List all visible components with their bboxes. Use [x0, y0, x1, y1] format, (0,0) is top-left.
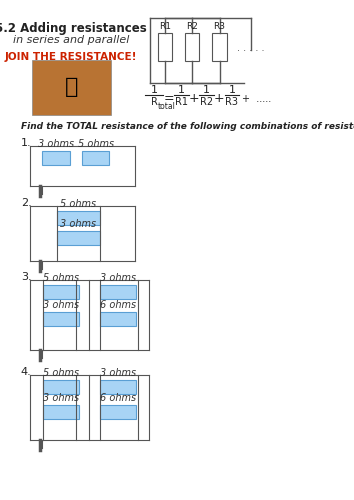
Text: +: + — [188, 92, 199, 106]
Text: +  .....: + ..... — [242, 94, 271, 104]
Text: 4.: 4. — [21, 367, 32, 377]
Text: 6 ohms: 6 ohms — [100, 300, 136, 310]
Text: 5 ohms: 5 ohms — [61, 199, 97, 209]
Bar — [158, 33, 172, 61]
FancyBboxPatch shape — [43, 405, 79, 419]
Text: R1: R1 — [175, 97, 188, 107]
Text: 5 ohms: 5 ohms — [78, 139, 114, 149]
Text: JOIN THE RESISTANCE!: JOIN THE RESISTANCE! — [5, 52, 137, 62]
Text: 1: 1 — [228, 85, 235, 95]
FancyBboxPatch shape — [100, 285, 136, 299]
Text: 6 ohms: 6 ohms — [100, 393, 136, 403]
Text: . . . . .: . . . . . — [237, 43, 264, 53]
Text: Find the TOTAL resistance of the following combinations of resistors;: Find the TOTAL resistance of the followi… — [21, 122, 354, 131]
Bar — [212, 33, 227, 61]
Text: R3: R3 — [213, 22, 225, 31]
Text: in series and parallel: in series and parallel — [13, 35, 130, 45]
Text: 5 ohms: 5 ohms — [43, 368, 79, 378]
Text: R3: R3 — [225, 97, 238, 107]
Text: 1.: 1. — [21, 138, 32, 148]
Text: 3 ohms: 3 ohms — [38, 139, 74, 149]
Bar — [32, 60, 111, 115]
Text: 3 ohms: 3 ohms — [43, 300, 79, 310]
FancyBboxPatch shape — [100, 312, 136, 326]
Text: 3 ohms: 3 ohms — [61, 219, 97, 229]
Text: total: total — [158, 102, 176, 111]
Text: 2.: 2. — [21, 198, 32, 208]
Text: 🔧: 🔧 — [64, 77, 78, 97]
Text: =: = — [163, 92, 174, 106]
Text: 1: 1 — [178, 85, 185, 95]
Bar — [185, 33, 199, 61]
Text: +: + — [213, 92, 224, 106]
FancyBboxPatch shape — [42, 151, 70, 165]
FancyBboxPatch shape — [43, 285, 79, 299]
FancyBboxPatch shape — [100, 380, 136, 394]
FancyBboxPatch shape — [43, 312, 79, 326]
FancyBboxPatch shape — [82, 151, 109, 165]
FancyBboxPatch shape — [57, 231, 100, 245]
Text: 1: 1 — [203, 85, 210, 95]
FancyBboxPatch shape — [57, 211, 100, 225]
FancyBboxPatch shape — [100, 405, 136, 419]
Text: 3 ohms: 3 ohms — [43, 393, 79, 403]
Text: R2: R2 — [200, 97, 213, 107]
Text: R: R — [150, 97, 158, 107]
Text: 3.: 3. — [21, 272, 32, 282]
Text: 5.2 Adding resistances: 5.2 Adding resistances — [0, 22, 147, 35]
Text: R2: R2 — [186, 22, 198, 31]
FancyBboxPatch shape — [43, 380, 79, 394]
Text: R1: R1 — [159, 22, 171, 31]
Text: 5 ohms: 5 ohms — [43, 273, 79, 283]
Text: 3 ohms: 3 ohms — [100, 273, 136, 283]
Text: 1: 1 — [150, 85, 158, 95]
Text: 3 ohms: 3 ohms — [100, 368, 136, 378]
